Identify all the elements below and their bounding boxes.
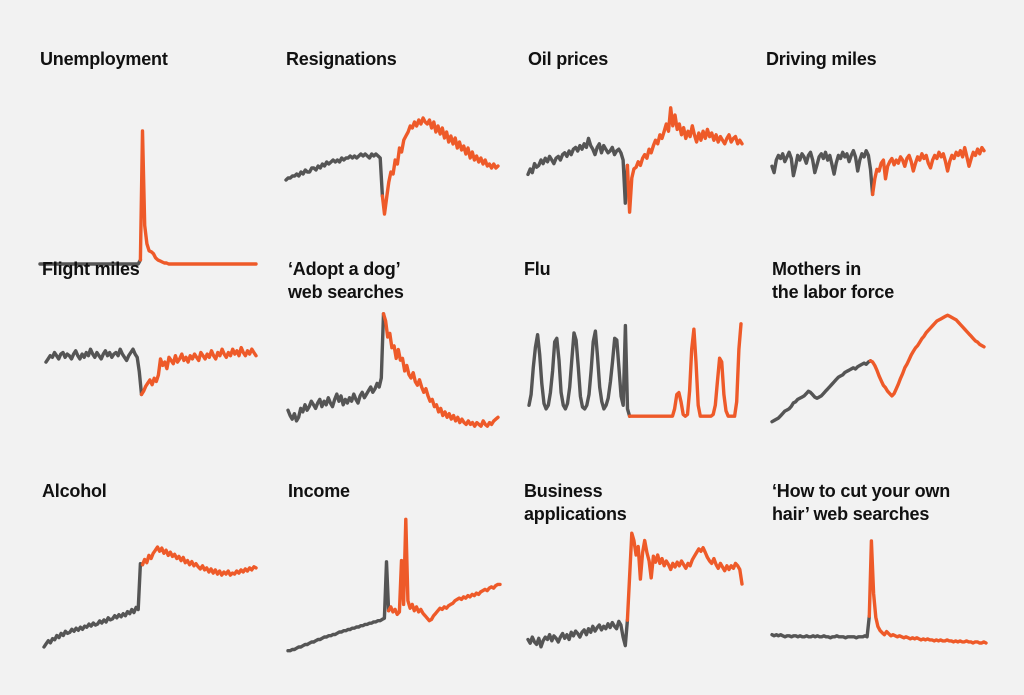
series-before-line	[770, 359, 873, 424]
line-chart-income	[286, 517, 502, 653]
series-before-line	[38, 258, 143, 266]
panel-unemployment: Unemployment	[38, 48, 280, 266]
series-after-line	[386, 517, 502, 623]
title-line: ‘Adopt a dog’	[288, 259, 401, 279]
line-chart-resignations	[284, 116, 500, 216]
panel-title: Flu	[524, 258, 764, 281]
panel-flight-miles: Flight miles	[42, 258, 282, 473]
title-line: Flu	[524, 259, 551, 279]
line-chart-driving-miles	[770, 145, 986, 197]
line-chart-flight-miles	[44, 345, 258, 397]
title-line: ‘How to cut your own	[772, 481, 950, 501]
panel-title: ‘Adopt a dog’ web searches	[288, 258, 528, 304]
title-line: Resignations	[286, 49, 397, 69]
line-chart-alcohol	[42, 545, 258, 649]
series-before-line	[44, 347, 144, 397]
series-after-line	[627, 322, 743, 418]
title-line: Oil prices	[528, 49, 609, 69]
series-after-line	[381, 312, 500, 428]
title-line: Income	[288, 481, 350, 501]
panel-title: Resignations	[286, 48, 526, 71]
series-after-line	[868, 313, 986, 398]
line-chart-business-applications	[526, 531, 744, 649]
title-line: web searches	[288, 282, 404, 302]
panel-cut-own-hair: ‘How to cut your own hair’ web searches	[770, 480, 1012, 695]
series-after-line	[138, 129, 258, 266]
panel-title: Income	[288, 480, 528, 503]
panel-adopt-a-dog: ‘Adopt a dog’ web searches	[286, 258, 528, 473]
panel-title: Mothers in the labor force	[772, 258, 1012, 304]
series-after-line	[867, 539, 988, 645]
line-chart-mothers-labor-force	[770, 313, 986, 424]
title-line: Driving miles	[766, 49, 877, 69]
series-after-line	[140, 545, 258, 577]
series-before-line	[526, 136, 630, 205]
panel-oil-prices: Oil prices	[526, 48, 768, 263]
series-after-line	[139, 345, 258, 397]
series-before-line	[527, 323, 632, 418]
title-line: Flight miles	[42, 259, 140, 279]
series-before-line	[286, 312, 386, 423]
panel-flu: Flu	[524, 258, 764, 473]
panel-title: Business applications	[524, 480, 764, 526]
line-chart-oil-prices	[526, 106, 744, 214]
panel-resignations: Resignations	[284, 48, 526, 263]
panel-title: Driving miles	[766, 48, 1006, 71]
panel-income: Income	[286, 480, 528, 695]
series-before-line	[770, 614, 871, 640]
panel-driving-miles: Driving miles	[766, 48, 1006, 263]
line-chart-adopt-a-dog	[286, 312, 500, 428]
series-before-line	[286, 560, 391, 653]
panel-title: Flight miles	[42, 258, 282, 281]
panel-business-applications: Business applications	[524, 480, 764, 695]
title-line: Mothers in	[772, 259, 862, 279]
series-before-line	[284, 152, 385, 198]
series-before-line	[42, 562, 145, 649]
title-line: Business	[524, 481, 603, 501]
panel-title: Oil prices	[528, 48, 768, 71]
title-line: Unemployment	[40, 49, 168, 69]
series-after-line	[870, 145, 986, 197]
panel-title: ‘How to cut your own hair’ web searches	[772, 480, 1012, 526]
line-chart-cut-own-hair	[770, 539, 988, 645]
title-line: hair’ web searches	[772, 504, 930, 524]
series-after-line	[625, 531, 744, 622]
panel-alcohol: Alcohol	[42, 480, 282, 695]
title-line: the labor force	[772, 282, 895, 302]
panel-title: Unemployment	[40, 48, 280, 71]
panel-title: Alcohol	[42, 480, 282, 503]
series-before-line	[526, 618, 630, 649]
series-after-line	[625, 106, 744, 214]
title-line: Alcohol	[42, 481, 107, 501]
line-chart-unemployment	[38, 129, 258, 266]
line-chart-flu	[527, 322, 743, 418]
panel-mothers-labor-force: Mothers in the labor force	[770, 258, 1012, 473]
series-after-line	[380, 116, 500, 216]
title-line: applications	[524, 504, 627, 524]
series-before-line	[770, 149, 875, 197]
